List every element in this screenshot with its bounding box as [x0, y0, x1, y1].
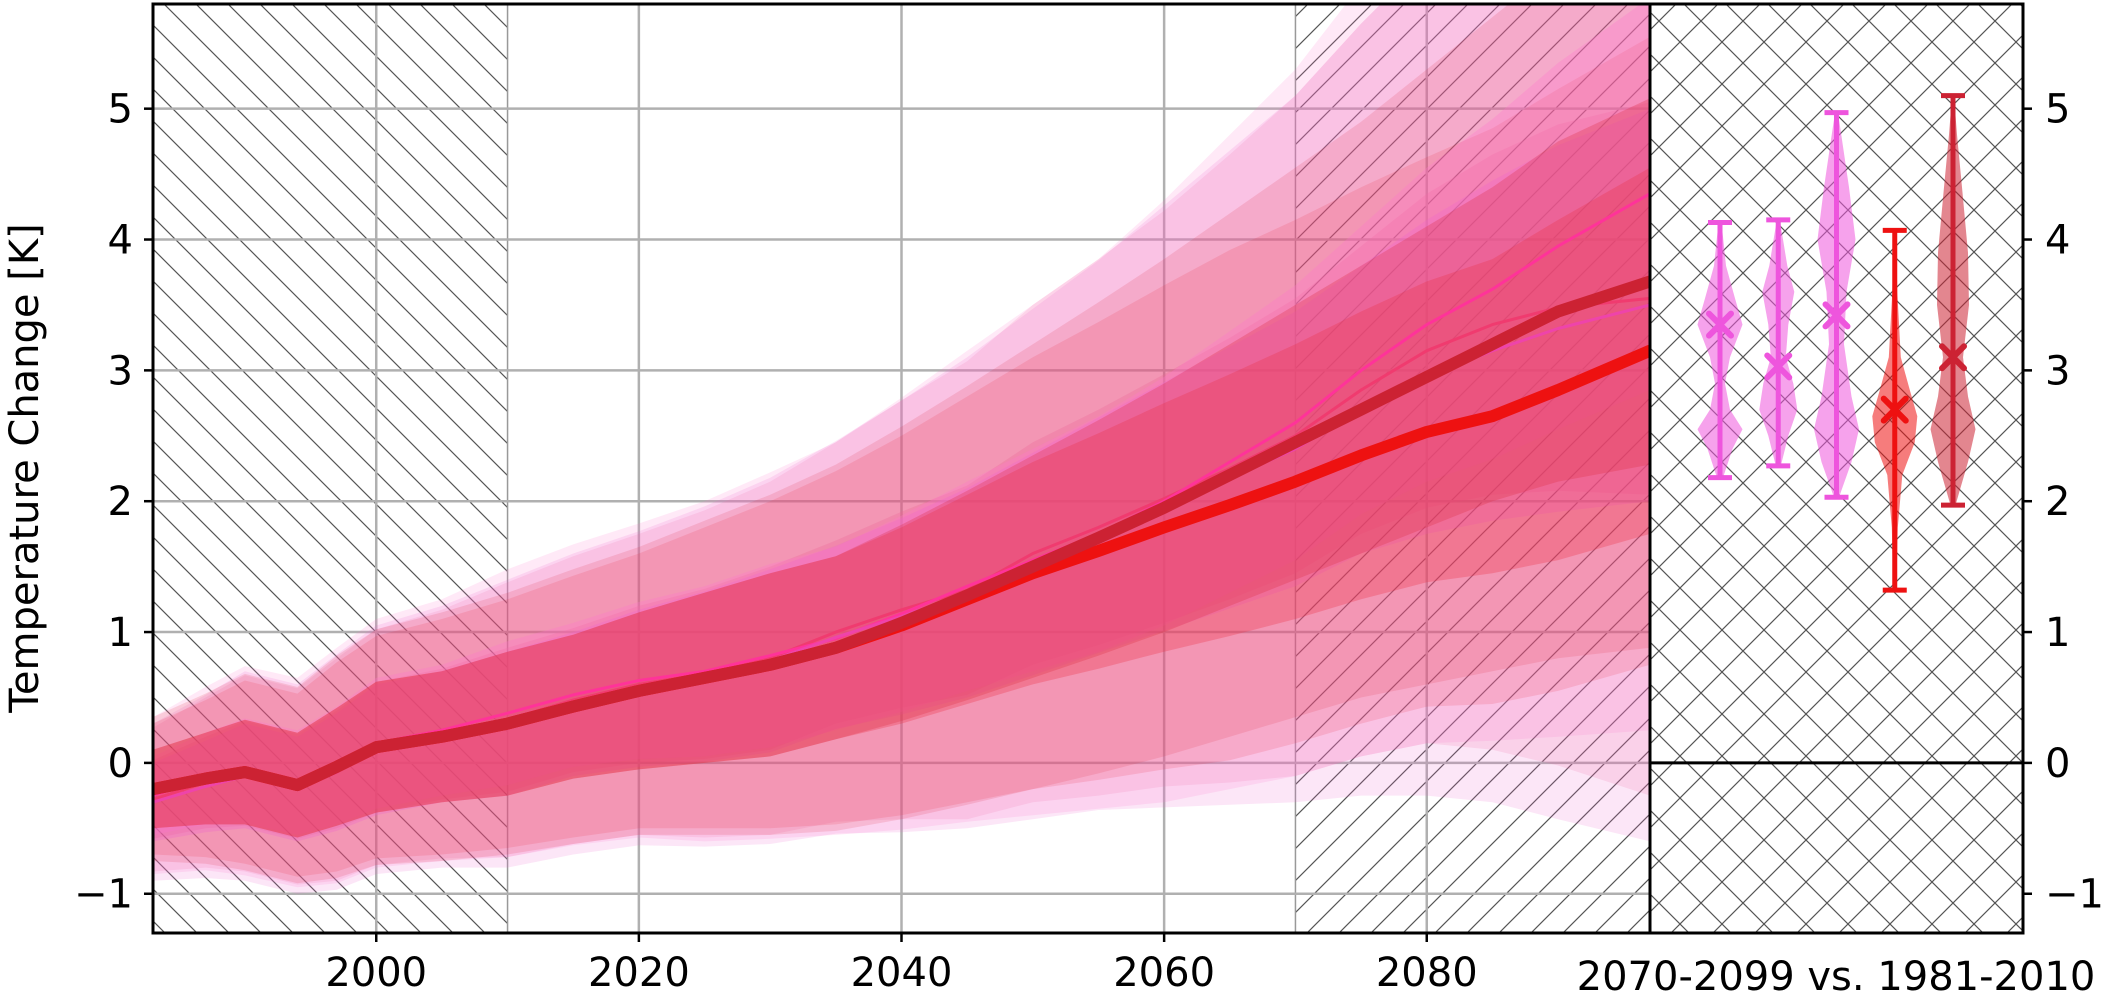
right-y-tick-label: 3: [2045, 348, 2070, 394]
ensemble-lines: [153, 192, 1650, 804]
inner-band-1: [153, 102, 1650, 839]
violin-1: [1697, 220, 1743, 481]
x-tick-label: 2060: [1113, 950, 1215, 996]
violin-4: [1872, 227, 1918, 593]
violin-mean-marker: [1764, 352, 1793, 381]
x-tick-label: 2040: [851, 950, 953, 996]
y-tick-label: 0: [108, 741, 133, 787]
y-tick-label: −1: [74, 872, 133, 918]
inner-band-3: [153, 108, 1650, 842]
outer-band-3: [153, 4, 1650, 894]
x-tick-label: 2020: [588, 950, 690, 996]
axis-ticks: 2000 2020 2040 2060 2080 −1 0 1 2 3 4 5 −1 0 1 2 3 4 5: [74, 87, 2104, 996]
violin-5: [1930, 93, 1976, 508]
violin-mean-marker: [1822, 301, 1851, 330]
violin-mean-marker: [1706, 310, 1734, 339]
main-gridlines: [153, 4, 1650, 933]
inner-band-4: [153, 167, 1650, 838]
violin-mean-marker: [1880, 395, 1909, 424]
right-y-tick-label: −1: [2045, 872, 2104, 918]
x-tick-label: 2080: [1376, 950, 1478, 996]
right-y-tick-label: 1: [2045, 610, 2070, 656]
violin-panel: [1650, 4, 2023, 933]
outer-band-5: [153, 4, 1650, 884]
violin-panel-xlabel: 2070-2099 vs. 1981-2010: [1577, 954, 2096, 1000]
y-tick-label: 1: [108, 610, 133, 656]
y-tick-label: 5: [108, 87, 133, 133]
y-axis-label: Temperature Change [K]: [2, 223, 48, 713]
y-tick-label: 4: [108, 218, 133, 264]
series-line-5: [153, 275, 1650, 796]
right-y-tick-label: 4: [2045, 218, 2070, 264]
outer-band-1: [153, 4, 1650, 885]
violins: [1697, 93, 1976, 593]
violin-3: [1814, 110, 1859, 500]
violin-mean-marker: [1939, 343, 1967, 372]
inner-band-5: [153, 98, 1650, 838]
y-tick-label: 3: [108, 348, 133, 394]
right-y-tick-label: 2: [2045, 479, 2070, 525]
y-tick-label: 2: [108, 479, 133, 525]
right-y-tick-label: 0: [2045, 741, 2070, 787]
hatched-period-2: [1295, 4, 1650, 933]
outer-band-2: [153, 4, 1650, 888]
outer-band-4: [153, 36, 1650, 877]
x-tick-label: 2000: [325, 950, 427, 996]
violin-2: [1759, 217, 1798, 469]
violin-panel-frame: [1648, 2, 2025, 935]
right-y-tick-label: 5: [2045, 87, 2070, 133]
